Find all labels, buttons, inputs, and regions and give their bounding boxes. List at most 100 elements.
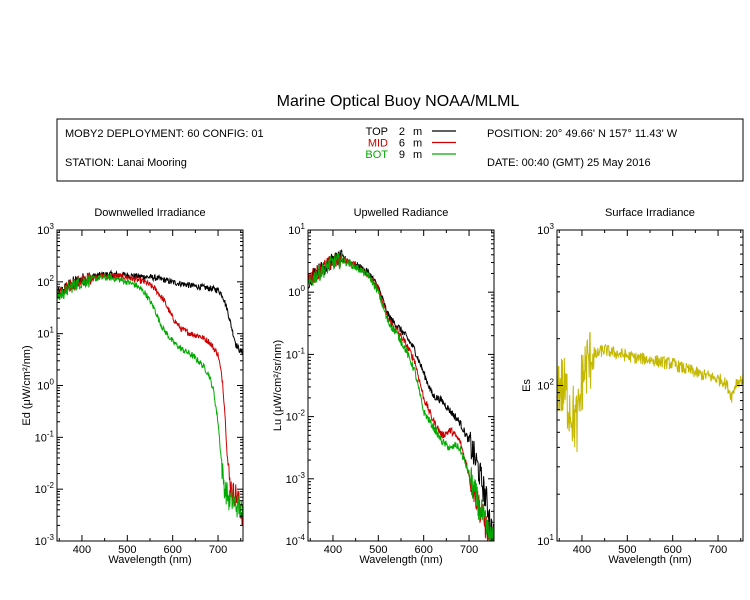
y-tick-base: 10: [35, 536, 47, 548]
position-text: POSITION: 20° 49.66' N 157° 11.43' W: [487, 128, 678, 140]
x-tick-label: 600: [415, 544, 433, 556]
series-line-mid: [57, 271, 243, 526]
y-axis-label: Ed (μW/cm²/nm): [21, 345, 33, 425]
y-tick-base: 10: [37, 381, 49, 393]
plot-area: [557, 332, 743, 453]
y-tick-base: 10: [37, 329, 49, 341]
y-tick-label: 103: [37, 222, 54, 237]
x-axis-label: Wavelength (nm): [108, 554, 191, 566]
x-tick-label: 400: [324, 544, 342, 556]
y-axis-label: Es: [521, 379, 533, 392]
y-tick-exponent: -2: [298, 409, 306, 418]
y-tick-base: 10: [288, 225, 300, 237]
y-tick-label: 10-1: [35, 429, 55, 444]
y-tick-base: 10: [537, 225, 549, 237]
legend-depth: 9: [399, 149, 405, 161]
y-tick-exponent: 3: [550, 222, 555, 231]
chart-title: Downwelled Irradiance: [94, 207, 205, 219]
legend-name: BOT: [365, 149, 388, 161]
y-tick-label: 102: [537, 378, 554, 393]
x-tick-label: 500: [369, 544, 387, 556]
y-tick-exponent: 2: [550, 378, 555, 387]
y-tick-label: 10-3: [35, 533, 55, 548]
x-tick-label: 500: [118, 544, 136, 556]
y-tick-exponent: 3: [50, 222, 55, 231]
y-tick-label: 101: [288, 222, 305, 237]
series-line-bot: [57, 273, 243, 518]
date-text: DATE: 00:40 (GMT) 25 May 2016: [487, 157, 651, 169]
y-tick-exponent: -2: [47, 481, 55, 490]
y-tick-base: 10: [286, 349, 298, 361]
chart-title: Upwelled Radiance: [354, 207, 449, 219]
series-line-es: [557, 332, 743, 453]
plot-area: [308, 249, 494, 541]
y-tick-exponent: -3: [298, 471, 306, 480]
y-tick-exponent: -4: [298, 533, 306, 542]
station-text: STATION: Lanai Mooring: [65, 157, 187, 169]
legend-unit: m: [413, 126, 422, 138]
x-tick-label: 400: [573, 544, 591, 556]
plot-area: [57, 269, 243, 526]
y-tick-label: 102: [37, 274, 54, 289]
chart-panels: Downwelled Irradiance 400 500 600 700 Wavelen…: [21, 207, 744, 566]
chart-title: Surface Irradiance: [605, 207, 695, 219]
y-tick-base: 10: [286, 412, 298, 424]
plot-frame: [307, 229, 495, 542]
depth-legend: TOP 2 m MID 6 m BOT 9 m: [365, 126, 456, 161]
legend-name: MID: [368, 138, 388, 150]
y-tick-exponent: 1: [301, 222, 306, 231]
deployment-text: MOBY2 DEPLOYMENT: 60 CONFIG: 01: [65, 128, 264, 140]
y-tick-base: 10: [537, 536, 549, 548]
y-tick-base: 10: [35, 484, 47, 496]
x-tick-label: 700: [460, 544, 478, 556]
y-tick-exponent: -1: [298, 346, 306, 355]
chart-panel: Downwelled Irradiance 400 500 600 700 Wavelen…: [21, 207, 244, 566]
series-line-top: [308, 249, 494, 541]
x-axis-label: Wavelength (nm): [608, 554, 691, 566]
series-line-mid: [308, 252, 494, 541]
x-axis-label: Wavelength (nm): [359, 554, 442, 566]
plot-frame: [556, 229, 744, 542]
chart-panel: Surface Irradiance 400 500 600 700 Wavelength…: [521, 207, 744, 566]
y-tick-exponent: 1: [550, 533, 555, 542]
x-tick-label: 700: [709, 544, 727, 556]
y-tick-label: 10-2: [286, 409, 306, 424]
legend-unit: m: [413, 138, 422, 150]
y-tick-base: 10: [288, 287, 300, 299]
legend-depth: 6: [399, 138, 405, 150]
main-title: Marine Optical Buoy NOAA/MLML: [277, 93, 520, 110]
legend-unit: m: [413, 149, 422, 161]
y-tick-label: 10-1: [286, 346, 306, 361]
y-tick-label: 10-3: [286, 471, 306, 486]
series-line-bot: [308, 252, 494, 541]
y-tick-base: 10: [286, 536, 298, 548]
x-tick-label: 600: [664, 544, 682, 556]
y-tick-base: 10: [286, 474, 298, 486]
y-tick-exponent: 2: [50, 274, 55, 283]
y-tick-exponent: 1: [50, 326, 55, 335]
y-tick-exponent: -3: [47, 533, 55, 542]
info-box: [56, 118, 744, 182]
y-tick-base: 10: [537, 381, 549, 393]
chart-panel: Upwelled Radiance 400 500 600 700 Wavelength …: [272, 207, 495, 566]
y-tick-label: 103: [537, 222, 554, 237]
y-tick-label: 10-4: [286, 533, 306, 548]
x-tick-label: 600: [164, 544, 182, 556]
y-tick-base: 10: [37, 277, 49, 289]
y-tick-exponent: 0: [50, 378, 55, 387]
x-tick-label: 400: [73, 544, 91, 556]
x-tick-label: 500: [618, 544, 636, 556]
y-axis-label: Lu (μW/cm²/sr/nm): [272, 340, 284, 431]
y-tick-label: 101: [37, 326, 54, 341]
y-tick-base: 10: [37, 225, 49, 237]
y-tick-base: 10: [35, 432, 47, 444]
y-tick-exponent: -1: [47, 429, 55, 438]
y-tick-label: 10-2: [35, 481, 55, 496]
legend-depth: 2: [399, 126, 405, 138]
info-header: MOBY2 DEPLOYMENT: 60 CONFIG: 01 STATION:…: [56, 118, 744, 182]
x-tick-label: 700: [209, 544, 227, 556]
y-tick-exponent: 0: [301, 284, 306, 293]
legend-name: TOP: [366, 126, 388, 138]
y-tick-label: 100: [288, 284, 305, 299]
